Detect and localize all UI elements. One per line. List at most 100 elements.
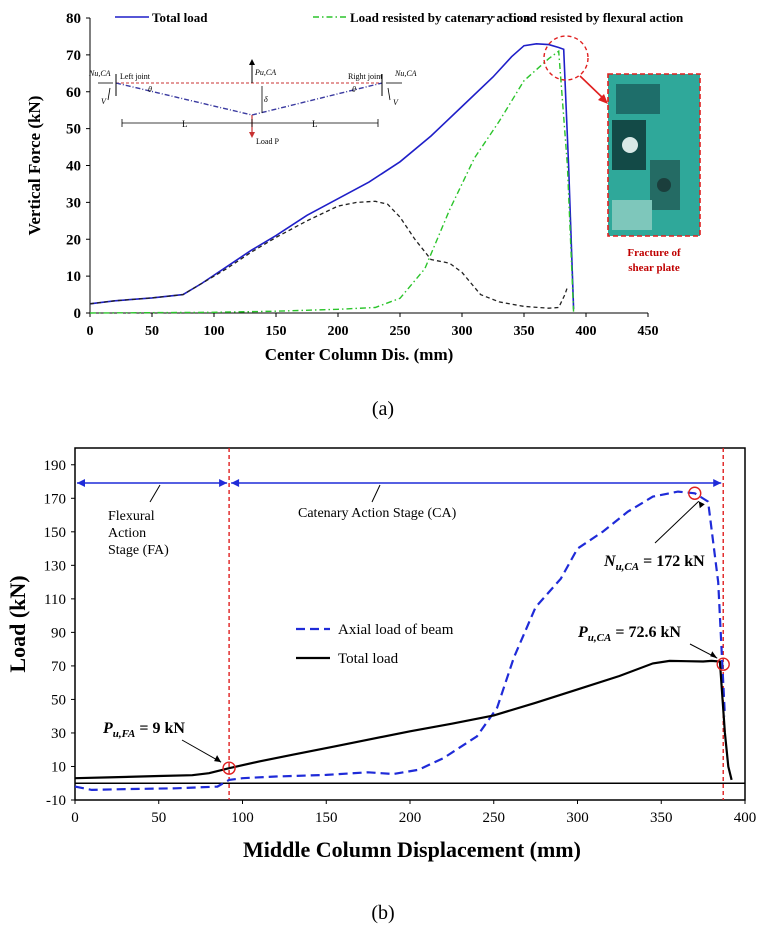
x-tick-label: 50 bbox=[151, 810, 166, 826]
x-tick-label: 350 bbox=[650, 810, 673, 826]
x-tick-label: 200 bbox=[328, 324, 349, 339]
total-load-line bbox=[74, 659, 733, 781]
nu-pointer-head bbox=[698, 501, 705, 509]
legend-label-3: Load resisted by flexural action bbox=[508, 10, 684, 25]
inset-left-joint-label: Left joint bbox=[120, 72, 151, 81]
nu-annotation: Nu,CA = 172 kN bbox=[603, 553, 705, 573]
series-line-3 bbox=[89, 200, 569, 309]
x-tick-label: 450 bbox=[638, 324, 659, 339]
inset-n-left-label: Nu,CA bbox=[88, 69, 111, 78]
inset-theta-left: θ bbox=[148, 85, 152, 94]
x-tick-label: 100 bbox=[204, 324, 225, 339]
inset-theta-right: θ bbox=[352, 85, 356, 94]
x-tick-label: 200 bbox=[399, 810, 422, 826]
y-tick-label: 110 bbox=[44, 592, 66, 608]
x-axis-title: Center Column Dis. (mm) bbox=[265, 345, 454, 364]
panel-b-label: (b) bbox=[371, 902, 395, 924]
y-tick-label: 60 bbox=[66, 85, 81, 101]
beam-inset-diagram: Nu,CA Nu,CA Pu,CA Left joint Right joint V Vθ θ… bbox=[88, 59, 417, 146]
pfa-marker bbox=[222, 761, 236, 775]
inset-p-label: Pu,CA bbox=[254, 68, 276, 77]
series-line-2 bbox=[89, 49, 575, 314]
legend-label-total: Total load bbox=[338, 651, 399, 667]
legend-label-axial: Axial load of beam bbox=[338, 622, 454, 638]
inset-v-left-label: V bbox=[101, 97, 107, 106]
inset-beam-left bbox=[115, 82, 253, 116]
nu-marker bbox=[688, 486, 702, 500]
y-tick-label: 30 bbox=[51, 726, 66, 742]
y-tick-label: -10 bbox=[46, 793, 66, 809]
y-tick-label: 170 bbox=[44, 491, 67, 507]
photo-detail-3 bbox=[622, 137, 638, 153]
y-tick-label: 10 bbox=[51, 759, 66, 775]
inset-span-left-label: L bbox=[182, 119, 188, 129]
inset-v-left-arrow bbox=[107, 87, 111, 101]
axial-load-line bbox=[74, 490, 726, 792]
y-tick-label: 130 bbox=[44, 558, 67, 574]
inset-beam-right bbox=[251, 82, 383, 116]
chart-a: 0 10 20 30 40 50 60 70 80 0 50 100 150 200 250 300 350 40… bbox=[25, 10, 701, 364]
x-tick-label: 400 bbox=[734, 810, 757, 826]
x-tick-label: 100 bbox=[231, 810, 254, 826]
photo-detail-5 bbox=[657, 178, 671, 192]
y-tick-label: 40 bbox=[66, 159, 81, 175]
y-axis-title: Load (kN) bbox=[5, 575, 30, 672]
inset-delta-label: δ bbox=[264, 95, 268, 104]
y-tick-label: 150 bbox=[44, 525, 67, 541]
x-tick-label: 300 bbox=[566, 810, 589, 826]
pfa-annotation: Pu,FA = 9 kN bbox=[102, 720, 185, 740]
photo-detail-6 bbox=[612, 200, 652, 230]
y-tick-label: 0 bbox=[74, 306, 82, 322]
y-axis-title: Vertical Force (kN) bbox=[25, 96, 44, 236]
fa-stage-label-2: Action bbox=[108, 526, 146, 541]
y-tick-label: 70 bbox=[51, 659, 66, 675]
x-axis-title: Middle Column Displacement (mm) bbox=[243, 837, 581, 862]
inset-v-right-label: V bbox=[393, 98, 399, 107]
x-tick-label: 250 bbox=[483, 810, 506, 826]
x-tick-label: 250 bbox=[390, 324, 411, 339]
fracture-pointer-arrowhead bbox=[598, 94, 608, 104]
panel-a-label: (a) bbox=[371, 398, 395, 420]
fa-pointer bbox=[149, 484, 161, 503]
fracture-caption-1: Fracture of bbox=[627, 247, 681, 259]
pu-annotation: Pu,CA = 72.6 kN bbox=[577, 624, 681, 644]
x-tick-label: 50 bbox=[145, 324, 159, 339]
fa-arrowhead-right bbox=[219, 479, 228, 487]
fracture-pointer-arrow bbox=[579, 75, 606, 101]
chart-b: -10 10 30 50 70 90 110 130 150 170 190 0 50 100 150 200… bbox=[5, 447, 757, 862]
fa-stage-label-1: Flexural bbox=[108, 509, 155, 524]
x-tick-label: 150 bbox=[266, 324, 287, 339]
y-tick-label: 10 bbox=[66, 269, 81, 285]
x-tick-label: 0 bbox=[71, 810, 79, 826]
inset-span-right-label: L bbox=[312, 119, 318, 129]
y-tick-label: 30 bbox=[66, 195, 81, 211]
y-tick-label: 90 bbox=[51, 625, 66, 641]
inset-n-right-label: Nu,CA bbox=[394, 69, 417, 78]
series-line-1 bbox=[89, 42, 575, 310]
ca-pointer bbox=[371, 484, 381, 503]
pu-marker bbox=[716, 657, 730, 671]
legend-label-2: Load resisted by catenary action bbox=[350, 10, 531, 25]
inset-right-joint-label: Right joint bbox=[348, 72, 383, 81]
y-tick-label: 80 bbox=[66, 11, 81, 27]
ca-stage-label: Catenary Action Stage (CA) bbox=[298, 506, 457, 521]
inset-load-arrowhead bbox=[249, 132, 255, 138]
fa-arrowhead-left bbox=[77, 479, 85, 487]
x-tick-label: 400 bbox=[576, 324, 597, 339]
y-tick-label: 50 bbox=[51, 692, 66, 708]
fracture-highlight-circle bbox=[543, 35, 589, 81]
x-tick-label: 0 bbox=[87, 324, 94, 339]
nu-pointer bbox=[654, 500, 700, 544]
inset-v-right-arrow bbox=[387, 87, 391, 101]
y-tick-label: 20 bbox=[66, 232, 81, 248]
legend-label-1: Total load bbox=[152, 10, 208, 25]
y-tick-label: 50 bbox=[66, 122, 81, 138]
ca-arrowhead-right bbox=[713, 479, 722, 487]
pu-pointer-head bbox=[710, 651, 718, 659]
photo-detail-1 bbox=[616, 84, 660, 114]
x-tick-label: 350 bbox=[514, 324, 535, 339]
inset-load-p-label: Load P bbox=[256, 137, 279, 146]
x-tick-label: 150 bbox=[315, 810, 338, 826]
pfa-pointer bbox=[181, 739, 222, 763]
